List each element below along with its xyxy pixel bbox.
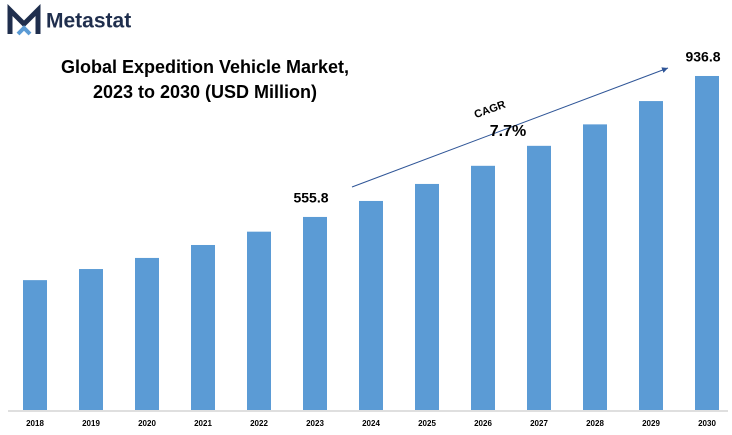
bar (471, 165, 495, 410)
x-tick-label: 2024 (362, 419, 380, 428)
x-tick-label: 2019 (82, 419, 100, 428)
logo-accent (16, 25, 32, 36)
x-tick-label: 2030 (698, 419, 716, 428)
cagr-arrow (351, 67, 669, 188)
x-tick-label: 2028 (586, 419, 604, 428)
x-tick-label: 2026 (474, 419, 492, 428)
chart-title: 2023 to 2030 (USD Million) (93, 82, 317, 102)
bar (695, 75, 719, 410)
bar (359, 200, 383, 410)
cagr-value: 7.7% (490, 123, 526, 140)
bar (79, 269, 103, 410)
x-tick-label: 2018 (26, 419, 44, 428)
x-tick-label: 2027 (530, 419, 548, 428)
logo: Metastat (7, 3, 131, 36)
bar (527, 145, 551, 410)
x-tick-label: 2021 (194, 419, 212, 428)
logo-icon (7, 3, 41, 34)
cagr-label: CAGR (473, 99, 508, 121)
bar (247, 231, 271, 410)
x-tick-label: 2022 (250, 419, 268, 428)
bar (135, 257, 159, 410)
x-tick-label: 2025 (418, 419, 436, 428)
x-tick-label: 2020 (138, 419, 156, 428)
bar (415, 183, 439, 410)
bar (303, 216, 327, 410)
data-label: 936.8 (685, 49, 720, 65)
chart-title: Global Expedition Vehicle Market, (61, 57, 349, 77)
data-label: 555.8 (293, 190, 328, 206)
bar (191, 244, 215, 410)
bar (639, 101, 663, 410)
x-tick-label: 2023 (306, 419, 324, 428)
x-tick-label: 2029 (642, 419, 660, 428)
brand-name: Metastat (46, 10, 131, 33)
bar (23, 280, 47, 410)
bar (583, 124, 607, 411)
